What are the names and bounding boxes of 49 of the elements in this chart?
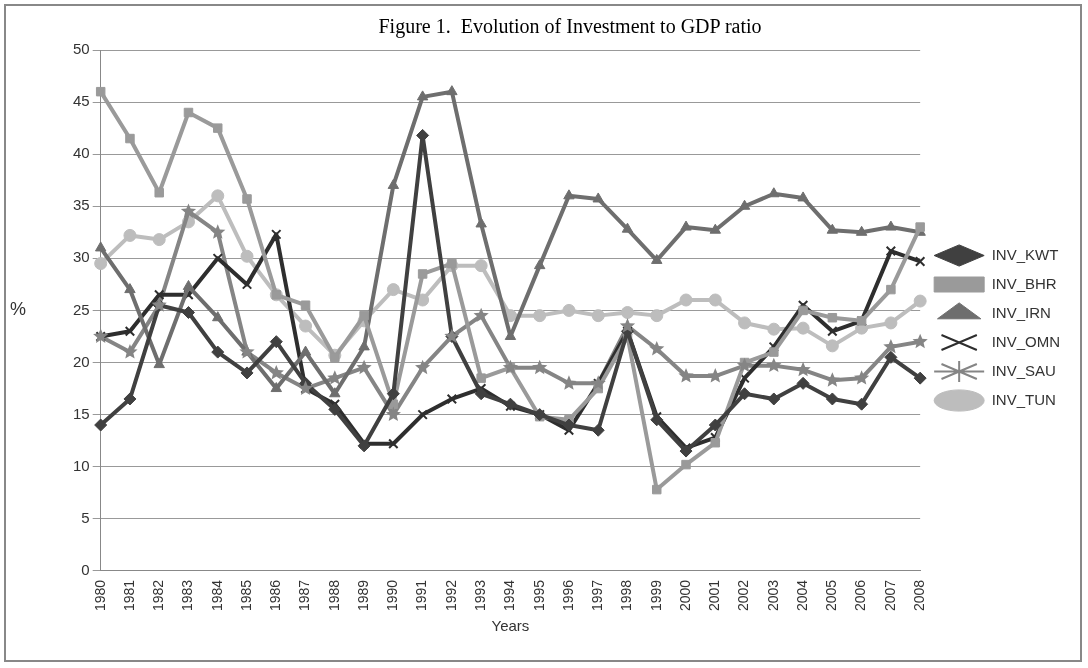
x-tick-label: 2002 bbox=[735, 579, 752, 612]
y-tick-label: 0 bbox=[81, 561, 90, 578]
legend-label: INV_BHR bbox=[991, 274, 1057, 292]
y-tick-label: 45 bbox=[73, 92, 90, 110]
x-tick-label: 1980 bbox=[91, 579, 108, 612]
x-tick-label: 1985 bbox=[237, 579, 254, 612]
x-tick-label: 1998 bbox=[618, 579, 635, 612]
x-tick-label: 1981 bbox=[120, 579, 137, 612]
y-axis-title: % bbox=[9, 299, 27, 320]
x-tick-label: 1994 bbox=[501, 579, 518, 612]
x-tick-label: 2006 bbox=[852, 579, 869, 612]
y-tick-label: 5 bbox=[81, 508, 90, 526]
x-tick-label: 2007 bbox=[881, 579, 898, 612]
y-tick-label: 35 bbox=[73, 196, 90, 214]
legend-label: INV_TUN bbox=[991, 390, 1056, 408]
x-tick-label: 1996 bbox=[559, 579, 576, 612]
y-tick-label: 15 bbox=[73, 404, 90, 422]
x-tick-label: 1982 bbox=[150, 579, 167, 612]
y-tick-label: 40 bbox=[73, 144, 90, 162]
x-tick-label: 1991 bbox=[413, 579, 430, 612]
y-tick-label: 20 bbox=[73, 352, 90, 370]
x-tick-label: 2000 bbox=[676, 579, 693, 612]
x-tick-label: 1992 bbox=[442, 579, 459, 612]
legend-label: INV_SAU bbox=[991, 361, 1056, 379]
x-tick-label: 2004 bbox=[793, 579, 810, 612]
legend-label: INV_OMN bbox=[991, 332, 1060, 350]
x-tick-label: 1997 bbox=[589, 579, 606, 612]
legend-label: INV_IRN bbox=[991, 303, 1051, 321]
y-tick-label: 10 bbox=[73, 456, 90, 474]
x-tick-label: 2003 bbox=[764, 579, 781, 612]
x-tick-label: 1999 bbox=[647, 579, 664, 612]
chart-title: Figure 1. Evolution of Investment to GDP ratio bbox=[378, 15, 762, 39]
x-tick-label: 1993 bbox=[472, 579, 489, 612]
x-axis-title: Years bbox=[491, 617, 530, 635]
x-tick-label: 1984 bbox=[208, 579, 225, 612]
x-tick-label: 1995 bbox=[530, 579, 547, 612]
x-tick-label: 1983 bbox=[179, 579, 196, 612]
x-tick-label: 1987 bbox=[296, 579, 313, 612]
x-tick-label: 1988 bbox=[325, 579, 342, 612]
y-tick-label: 50 bbox=[73, 40, 90, 58]
x-tick-label: 1989 bbox=[354, 579, 371, 612]
x-tick-label: 2005 bbox=[823, 579, 840, 612]
y-tick-label: 30 bbox=[73, 248, 90, 266]
legend-label: INV_KWT bbox=[991, 245, 1059, 263]
x-tick-label: 2001 bbox=[706, 579, 723, 612]
x-tick-label: 2008 bbox=[911, 579, 928, 612]
y-tick-label: 25 bbox=[73, 300, 90, 318]
x-tick-label: 1986 bbox=[267, 579, 284, 612]
x-tick-label: 1990 bbox=[384, 579, 401, 612]
